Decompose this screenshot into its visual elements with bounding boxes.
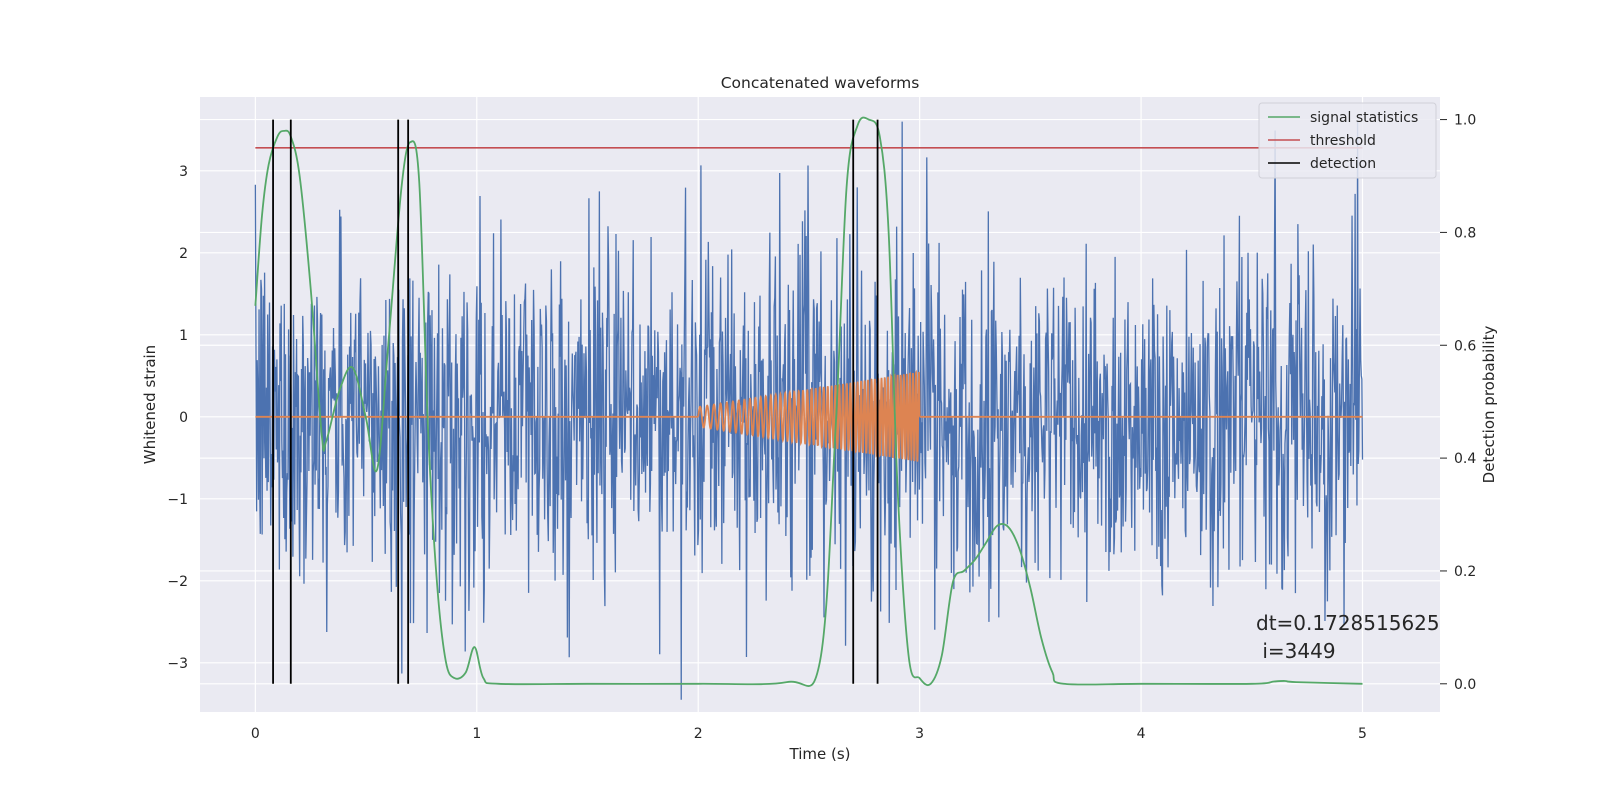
x-tick-label: 3	[915, 726, 924, 742]
annotation-index: i=3449	[1256, 639, 1336, 663]
x-tick-label: 4	[1137, 726, 1146, 742]
y2-axis-label: Detection probability	[1480, 326, 1498, 484]
y2-tick-label: 0.0	[1454, 677, 1476, 693]
y2-tick-label: 0.4	[1454, 451, 1476, 467]
y-tick-label: −1	[167, 492, 188, 508]
y2-tick-label: 0.8	[1454, 225, 1476, 241]
plot-marks	[254, 116, 1364, 700]
chirp-series-line	[697, 369, 921, 462]
y-axis-label: Whitened strain	[141, 345, 159, 464]
y-tick-label: 2	[179, 246, 188, 262]
legend-label-threshold: threshold	[1310, 133, 1376, 149]
x-tick-label: 5	[1358, 726, 1367, 742]
legend-box	[1258, 102, 1437, 179]
y-tick-label: −2	[167, 574, 188, 590]
x-axis-label: Time (s)	[789, 745, 851, 763]
axis-ticks: 0 1 2 3 4 5 −3 −2 −1 0 1 2 3 0.0 0.2 0.4 0.6 0.8 1.0	[167, 113, 1476, 742]
legend-label-detection: detection	[1310, 156, 1376, 172]
y-tick-label: 0	[179, 410, 188, 426]
annotation-dt: dt=0.1728515625	[1256, 611, 1440, 635]
y-tick-label: 1	[179, 328, 188, 344]
legend: signal statistics threshold detection	[1258, 102, 1437, 179]
y2-tick-label: 1.0	[1454, 113, 1476, 129]
y-tick-label: −3	[167, 656, 188, 672]
y-tick-label: 3	[179, 164, 188, 180]
x-tick-label: 0	[251, 726, 260, 742]
chart-title: Concatenated waveforms	[721, 74, 920, 92]
noise-series-line	[254, 121, 1364, 700]
signal-statistics-line	[254, 116, 1363, 687]
x-tick-label: 2	[694, 726, 703, 742]
y2-tick-label: 0.6	[1454, 338, 1476, 354]
x-tick-label: 1	[472, 726, 481, 742]
y2-tick-label: 0.2	[1454, 564, 1476, 580]
legend-label-signal-statistics: signal statistics	[1310, 110, 1418, 126]
